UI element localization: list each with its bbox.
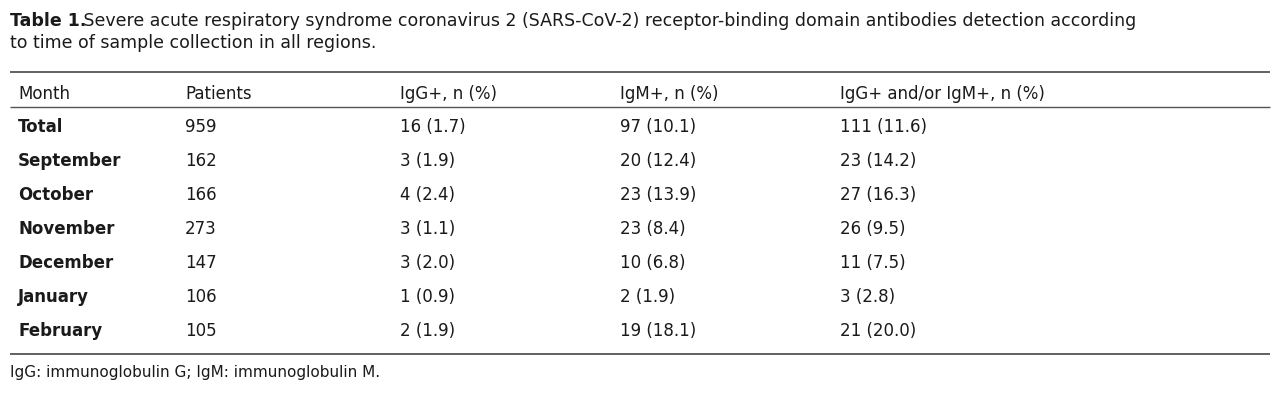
Text: Month: Month: [18, 85, 70, 103]
Text: 105: 105: [186, 322, 216, 340]
Text: 97 (10.1): 97 (10.1): [620, 118, 696, 136]
Text: 106: 106: [186, 288, 216, 306]
Text: 21 (20.0): 21 (20.0): [840, 322, 916, 340]
Text: 147: 147: [186, 254, 216, 272]
Text: IgG+, n (%): IgG+, n (%): [399, 85, 497, 103]
Text: 10 (6.8): 10 (6.8): [620, 254, 686, 272]
Text: 23 (13.9): 23 (13.9): [620, 186, 696, 204]
Text: 23 (8.4): 23 (8.4): [620, 220, 686, 238]
Text: 166: 166: [186, 186, 216, 204]
Text: Total: Total: [18, 118, 64, 136]
Text: 19 (18.1): 19 (18.1): [620, 322, 696, 340]
Text: September: September: [18, 152, 122, 170]
Text: IgG: immunoglobulin G; IgM: immunoglobulin M.: IgG: immunoglobulin G; IgM: immunoglobul…: [10, 365, 380, 380]
Text: October: October: [18, 186, 93, 204]
Text: 27 (16.3): 27 (16.3): [840, 186, 916, 204]
Text: 3 (2.8): 3 (2.8): [840, 288, 895, 306]
Text: 20 (12.4): 20 (12.4): [620, 152, 696, 170]
Text: 273: 273: [186, 220, 216, 238]
Text: 2 (1.9): 2 (1.9): [620, 288, 675, 306]
Text: to time of sample collection in all regions.: to time of sample collection in all regi…: [10, 34, 376, 52]
Text: 11 (7.5): 11 (7.5): [840, 254, 906, 272]
Text: 3 (2.0): 3 (2.0): [399, 254, 456, 272]
Text: November: November: [18, 220, 114, 238]
Text: Severe acute respiratory syndrome coronavirus 2 (SARS-CoV-2) receptor-binding do: Severe acute respiratory syndrome corona…: [78, 12, 1137, 30]
Text: January: January: [18, 288, 90, 306]
Text: 23 (14.2): 23 (14.2): [840, 152, 916, 170]
Text: 1 (0.9): 1 (0.9): [399, 288, 454, 306]
Text: 959: 959: [186, 118, 216, 136]
Text: February: February: [18, 322, 102, 340]
Text: 3 (1.9): 3 (1.9): [399, 152, 456, 170]
Text: 16 (1.7): 16 (1.7): [399, 118, 466, 136]
Text: Table 1.: Table 1.: [10, 12, 86, 30]
Text: IgM+, n (%): IgM+, n (%): [620, 85, 718, 103]
Text: 3 (1.1): 3 (1.1): [399, 220, 456, 238]
Text: 111 (11.6): 111 (11.6): [840, 118, 927, 136]
Text: 4 (2.4): 4 (2.4): [399, 186, 454, 204]
Text: 2 (1.9): 2 (1.9): [399, 322, 456, 340]
Text: Patients: Patients: [186, 85, 252, 103]
Text: December: December: [18, 254, 113, 272]
Text: 26 (9.5): 26 (9.5): [840, 220, 905, 238]
Text: IgG+ and/or IgM+, n (%): IgG+ and/or IgM+, n (%): [840, 85, 1044, 103]
Text: 162: 162: [186, 152, 216, 170]
